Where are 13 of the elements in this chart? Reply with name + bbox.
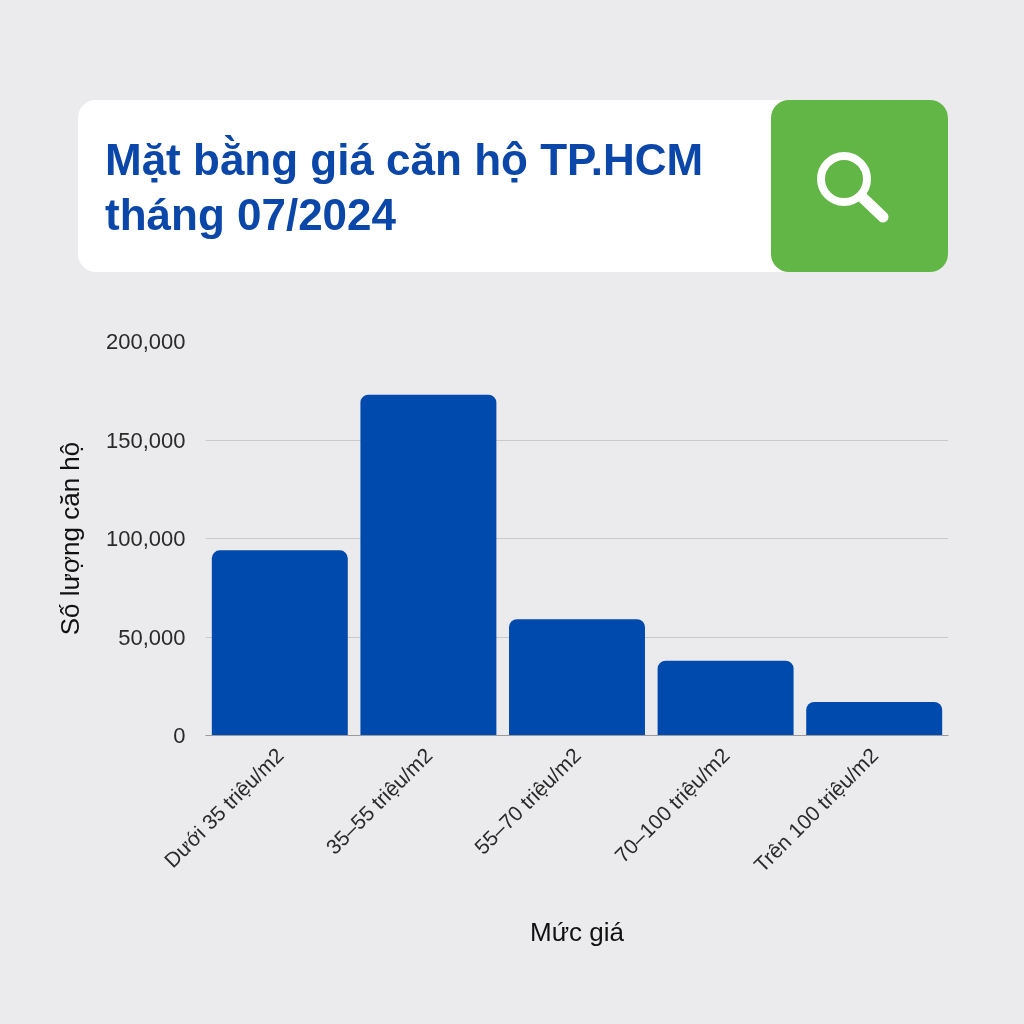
y-axis-title: Số lượng căn hộ: [54, 441, 85, 636]
bar: [211, 550, 348, 736]
y-tick-label: 150,000: [105, 427, 186, 453]
y-tick-label: 0: [173, 723, 186, 748]
y-tick-label: 100,000: [105, 526, 186, 551]
bar: [360, 394, 497, 736]
x-axis-title: Mức giá: [530, 917, 625, 948]
chart-title: Mặt bằng giá căn hộ TP.HCM tháng 07/2024: [105, 134, 705, 241]
y-tick-label: 200,000: [105, 329, 186, 354]
bar: [657, 660, 794, 736]
y-tick-label: 50,000: [118, 624, 186, 650]
bar: [509, 619, 645, 736]
bar: [806, 702, 943, 736]
